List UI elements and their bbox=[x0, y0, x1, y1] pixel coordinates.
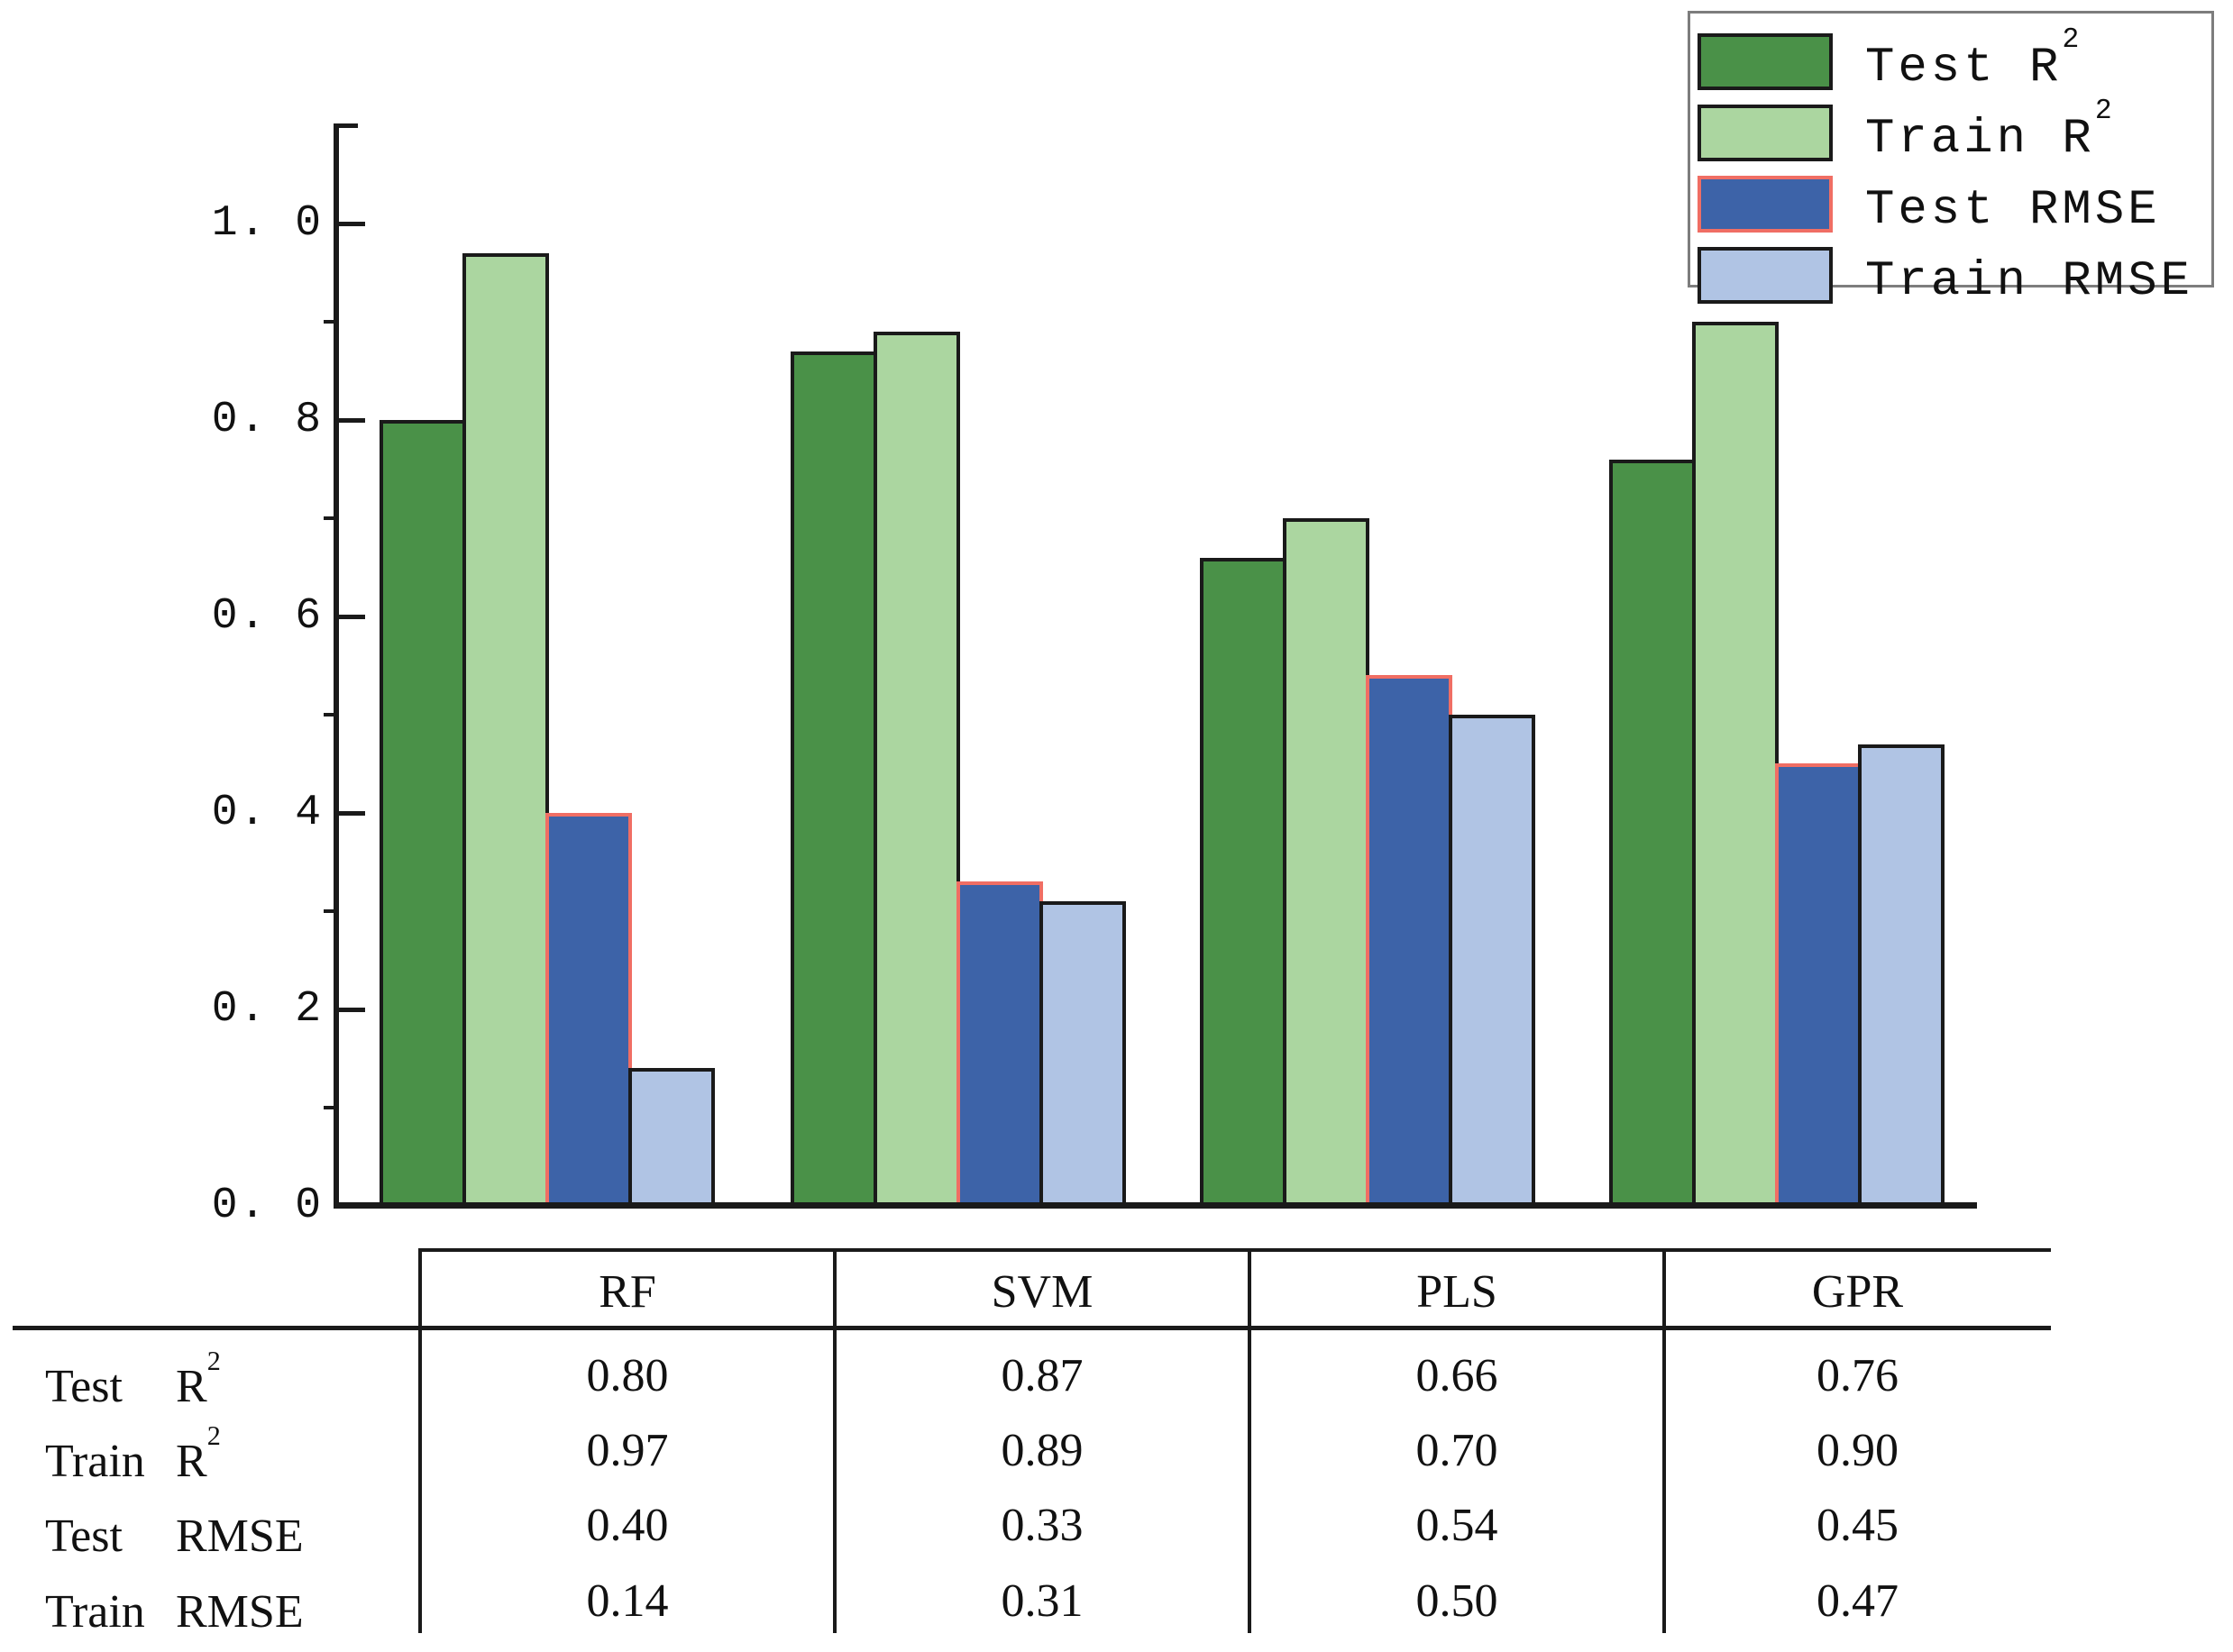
cell-train-rmse-svm: 0.31 bbox=[1001, 1575, 1084, 1627]
legend-swatch-test-rmse bbox=[1698, 176, 1833, 233]
cell-test-rmse-svm: 0.33 bbox=[1001, 1500, 1084, 1551]
bar-svm-train-rmse bbox=[1039, 901, 1126, 1206]
bar-group-gpr bbox=[1609, 322, 1945, 1206]
y-tick-minor bbox=[324, 909, 336, 913]
table-column-divider bbox=[418, 1248, 422, 1633]
cell-train-r2-rf: 0.97 bbox=[586, 1425, 669, 1476]
legend-label-train-rmse: Train RMSE bbox=[1865, 253, 2194, 309]
row-label-test-r2: Test R2 bbox=[45, 1346, 221, 1413]
legend-swatch-train-r2 bbox=[1698, 105, 1833, 161]
bar-gpr-test-r2 bbox=[1609, 460, 1696, 1206]
bar-svm-test-r2 bbox=[791, 351, 877, 1206]
bar-pls-train-rmse bbox=[1449, 715, 1535, 1206]
cell-train-r2-svm: 0.89 bbox=[1001, 1425, 1084, 1476]
y-tick-minor bbox=[324, 516, 336, 520]
cell-train-r2-pls: 0.70 bbox=[1415, 1425, 1498, 1476]
bar-pls-test-rmse bbox=[1366, 675, 1452, 1206]
y-tick-major bbox=[336, 418, 365, 423]
y-axis-top-cap bbox=[336, 123, 358, 128]
cell-test-r2-pls: 0.66 bbox=[1415, 1350, 1498, 1401]
table-header-separator bbox=[13, 1326, 2051, 1330]
bar-rf-train-rmse bbox=[628, 1068, 715, 1206]
row-label-test-rmse: Test RMSE bbox=[45, 1511, 304, 1563]
y-axis-line bbox=[334, 123, 339, 1209]
cell-test-r2-rf: 0.80 bbox=[586, 1350, 669, 1401]
y-tick-label: 0. 8 bbox=[211, 396, 323, 444]
y-tick-label: 0. 4 bbox=[211, 789, 323, 837]
x-axis-line bbox=[334, 1202, 1977, 1209]
y-tick-minor bbox=[324, 320, 336, 324]
legend-label-train-r2: Train R2 bbox=[1865, 96, 2112, 167]
cell-test-r2-gpr: 0.76 bbox=[1817, 1350, 1899, 1401]
legend-item-test-rmse: Test RMSE bbox=[1698, 176, 2211, 238]
table-header-top-border bbox=[420, 1248, 2051, 1252]
cell-train-rmse-pls: 0.50 bbox=[1415, 1575, 1498, 1627]
cell-test-rmse-pls: 0.54 bbox=[1415, 1500, 1498, 1551]
y-tick-major bbox=[336, 222, 365, 226]
cell-test-rmse-gpr: 0.45 bbox=[1817, 1500, 1899, 1551]
legend-item-train-rmse: Train RMSE bbox=[1698, 247, 2211, 309]
y-tick-label: 0. 6 bbox=[211, 592, 323, 641]
table-column-divider bbox=[833, 1248, 837, 1633]
y-tick-major bbox=[336, 1008, 365, 1012]
bar-rf-test-r2 bbox=[380, 420, 466, 1206]
bar-rf-train-r2 bbox=[462, 253, 549, 1206]
column-header-rf: RF bbox=[599, 1266, 656, 1318]
column-header-pls: PLS bbox=[1416, 1266, 1497, 1318]
legend-label-test-rmse: Test RMSE bbox=[1865, 182, 2161, 238]
legend: Test R2 Train R2 Test RMSE Train RMSE bbox=[1688, 11, 2214, 309]
legend-item-test-r2: Test R2 bbox=[1698, 24, 2211, 96]
y-tick-label: 0. 0 bbox=[211, 1182, 323, 1230]
y-tick-major bbox=[336, 811, 365, 816]
bar-gpr-test-rmse bbox=[1775, 763, 1862, 1206]
cell-train-r2-gpr: 0.90 bbox=[1817, 1425, 1899, 1476]
legend-label-test-r2: Test R2 bbox=[1865, 24, 2080, 96]
y-tick-minor bbox=[324, 713, 336, 716]
row-label-train-rmse: Train RMSE bbox=[45, 1586, 304, 1638]
bar-svm-train-r2 bbox=[874, 332, 960, 1206]
bar-svm-test-rmse bbox=[956, 881, 1043, 1206]
cell-test-rmse-rf: 0.40 bbox=[586, 1500, 669, 1551]
cell-train-rmse-gpr: 0.47 bbox=[1817, 1575, 1899, 1627]
y-tick-minor bbox=[324, 1106, 336, 1109]
cell-test-r2-svm: 0.87 bbox=[1001, 1350, 1084, 1401]
bar-group-svm bbox=[791, 332, 1126, 1206]
bar-gpr-train-rmse bbox=[1858, 744, 1945, 1206]
y-tick-label: 1. 0 bbox=[211, 199, 323, 248]
bar-gpr-train-r2 bbox=[1692, 322, 1779, 1206]
table-column-divider bbox=[1662, 1248, 1666, 1633]
bar-rf-test-rmse bbox=[545, 813, 632, 1206]
cell-train-rmse-rf: 0.14 bbox=[586, 1575, 669, 1627]
bar-pls-test-r2 bbox=[1200, 558, 1286, 1206]
table-column-divider bbox=[1248, 1248, 1251, 1633]
bar-pls-train-r2 bbox=[1283, 518, 1369, 1206]
legend-swatch-train-rmse bbox=[1698, 247, 1833, 304]
legend-swatch-test-r2 bbox=[1698, 33, 1833, 90]
y-tick-label: 0. 2 bbox=[211, 985, 323, 1034]
y-tick-major bbox=[336, 615, 365, 619]
legend-item-train-r2: Train R2 bbox=[1698, 96, 2211, 167]
column-header-svm: SVM bbox=[991, 1266, 1094, 1318]
bar-group-pls bbox=[1200, 518, 1535, 1206]
bar-group-rf bbox=[380, 253, 715, 1206]
column-header-gpr: GPR bbox=[1811, 1266, 1904, 1318]
row-label-train-r2: Train R2 bbox=[45, 1420, 221, 1488]
